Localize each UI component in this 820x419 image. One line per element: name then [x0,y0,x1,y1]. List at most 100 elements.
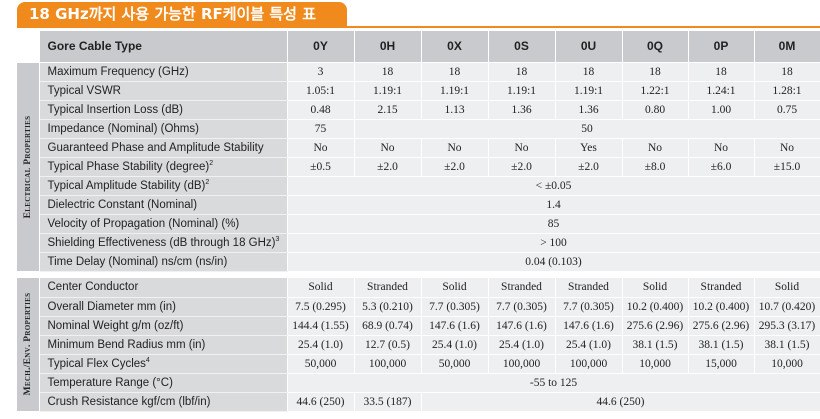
cell: Solid [287,278,355,298]
cell: ±8.0 [622,157,689,177]
cell: 18 [421,62,489,82]
cell: No [287,138,355,158]
cell: 144.4 (1.55) [287,316,355,336]
header-type: 0Q [622,31,689,63]
cell: 50,000 [421,354,489,374]
row-label: Nominal Weight g/m (oz/ft) [39,316,288,336]
row-label-text: Typical Amplitude Stability (dB) [47,179,206,192]
cell: 100,000 [555,354,623,374]
row-label: Minimum Bend Radius mm (in) [39,335,288,355]
cell: 295.3 (3.17) [754,316,820,336]
table-row: Typical VSWR 1.05:1 1.19:1 1.19:1 1.19:1… [17,81,820,101]
cell: ±2.0 [488,157,556,177]
table-row: Typical Insertion Loss (dB) 0.48 2.15 1.… [17,100,820,120]
cell: Solid [622,278,689,298]
cell: 1.28:1 [754,81,820,101]
cell: 3 [287,62,355,82]
cell-span: -55 to 125 [287,373,820,393]
cell: No [622,138,689,158]
row-label-text: Typical Flex Cycles [47,357,146,370]
cell: 5.3 (0.210) [354,297,422,317]
cell-span: 44.6 (250) [421,392,820,412]
cell: 1.19:1 [488,81,556,101]
table-row: Overall Diameter mm (in) 7.5 (0.295) 5.3… [17,297,820,317]
row-label: Dielectric Constant (Nominal) [39,195,288,215]
section-mech-label: Mech./Env. Properties [22,292,33,396]
row-label: Temperature Range (°C) [39,373,288,393]
cell: 33.5 (187) [354,392,422,412]
row-label: Typical VSWR [39,81,288,101]
cell: 275.6 (2.96) [622,316,689,336]
cell: 25.4 (1.0) [421,335,489,355]
cell-span: > 100 [287,233,820,253]
header-type: 0M [754,31,820,63]
table-row: Dielectric Constant (Nominal) 1.4 [17,195,820,215]
header-blank [17,31,40,63]
cell: 100,000 [354,354,422,374]
row-label: Typical Flex Cycles4 [39,354,288,374]
cell: No [488,138,556,158]
row-label: Maximum Frequency (GHz) [39,62,288,82]
cell: 1.36 [488,100,556,120]
cell: 10.2 (0.400) [622,297,689,317]
table-title: 18 GHz까지 사용 가능한 RF케이블 특성 표 [17,2,347,26]
cell: 1.19:1 [555,81,623,101]
table-row: Time Delay (Nominal) ns/cm (ns/in) 0.04 … [17,252,820,272]
row-label: Typical Amplitude Stability (dB)2 [39,176,288,196]
section-electrical-label: Electrical Properties [22,115,33,218]
cell-span: 85 [287,214,820,234]
cell: ±0.5 [287,157,355,177]
cell: 1.36 [555,100,623,120]
row-label: Overall Diameter mm (in) [39,297,288,317]
table-row: Typical Phase Stability (degree)2 ±0.5 ±… [17,157,820,177]
cell: 147.6 (1.6) [555,316,623,336]
cell: 2.15 [354,100,422,120]
cell: 12.7 (0.5) [354,335,422,355]
cell: 1.22:1 [622,81,689,101]
cell: 275.6 (2.96) [688,316,755,336]
cell: 10.2 (0.400) [688,297,755,317]
cell: 38.1 (1.5) [688,335,755,355]
row-label-text: Shielding Effectiveness (dB through 18 G… [47,236,276,249]
cell: 50,000 [287,354,355,374]
row-label: Typical Insertion Loss (dB) [39,100,288,120]
cell: 75 [287,119,355,139]
header-label: Gore Cable Type [39,31,288,63]
cell: 7.7 (0.305) [488,297,556,317]
row-label-text: Typical Phase Stability (degree) [47,160,210,173]
cell: 44.6 (250) [287,392,355,412]
cell: 1.05:1 [287,81,355,101]
table-row: Electrical Properties Maximum Frequency … [17,62,820,272]
cell: ±2.0 [421,157,489,177]
cell: ±2.0 [354,157,422,177]
cell: 38.1 (1.5) [754,335,820,355]
cell: 18 [754,62,820,82]
header-type: 0Y [287,31,355,63]
cell: 68.9 (0.74) [354,316,422,336]
cell-span: 0.04 (0.103) [287,252,820,272]
cell-span: 1.4 [287,195,820,215]
header-row: Gore Cable Type 0Y 0H 0X 0S 0U 0Q 0P 0M [17,31,820,63]
cell: 7.7 (0.305) [421,297,489,317]
cell: 18 [688,62,755,82]
section-gap [17,271,820,278]
row-label: Guaranteed Phase and Amplitude Stability [39,138,288,158]
section-mech: Mech./Env. Properties [17,278,40,412]
cell: 15,000 [688,354,755,374]
cell: 0.48 [287,100,355,120]
cell-span: 50 [354,119,820,139]
cell: 18 [555,62,623,82]
cell: Stranded [555,278,623,298]
header-type: 0S [488,31,556,63]
cell: 1.13 [421,100,489,120]
table-row: Nominal Weight g/m (oz/ft) 144.4 (1.55) … [17,316,820,336]
row-label: Shielding Effectiveness (dB through 18 G… [39,233,288,253]
cell: 1.24:1 [688,81,755,101]
table-row: Minimum Bend Radius mm (in) 25.4 (1.0) 1… [17,335,820,355]
table-row: Typical Amplitude Stability (dB)2 < ±0.0… [17,176,820,196]
cell: 10.7 (0.420) [754,297,820,317]
cell: 25.4 (1.0) [287,335,355,355]
section-electrical: Electrical Properties [17,62,40,272]
cell: 18 [488,62,556,82]
cell: 1.19:1 [354,81,422,101]
